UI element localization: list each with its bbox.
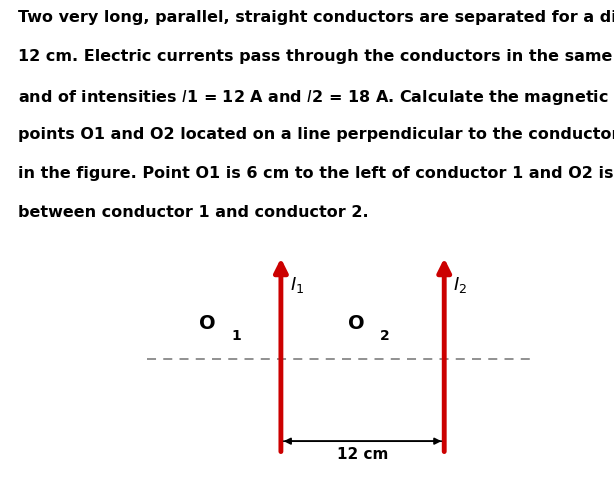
Text: $\mathit{I}_1$: $\mathit{I}_1$ [290,275,304,295]
Text: points O1 and O2 located on a line perpendicular to the conductors as shown: points O1 and O2 located on a line perpe… [18,127,614,142]
Text: and of intensities $\it{I}$1 = 12 A and $\it{I}$2 = 18 A. Calculate the magnetic: and of intensities $\it{I}$1 = 12 A and … [18,88,614,107]
Text: 12 cm. Electric currents pass through the conductors in the same direction: 12 cm. Electric currents pass through th… [18,49,614,64]
Text: between conductor 1 and conductor 2.: between conductor 1 and conductor 2. [18,205,369,220]
Text: 1: 1 [231,328,241,342]
Text: 2: 2 [380,328,390,342]
Text: O: O [348,313,365,332]
Text: O: O [199,313,216,332]
Text: in the figure. Point O1 is 6 cm to the left of conductor 1 and O2 is in the cent: in the figure. Point O1 is 6 cm to the l… [18,166,614,181]
Text: Two very long, parallel, straight conductors are separated for a distance of: Two very long, parallel, straight conduc… [18,10,614,25]
Text: 12 cm: 12 cm [337,446,388,461]
Text: $\mathit{I}_2$: $\mathit{I}_2$ [453,275,467,295]
